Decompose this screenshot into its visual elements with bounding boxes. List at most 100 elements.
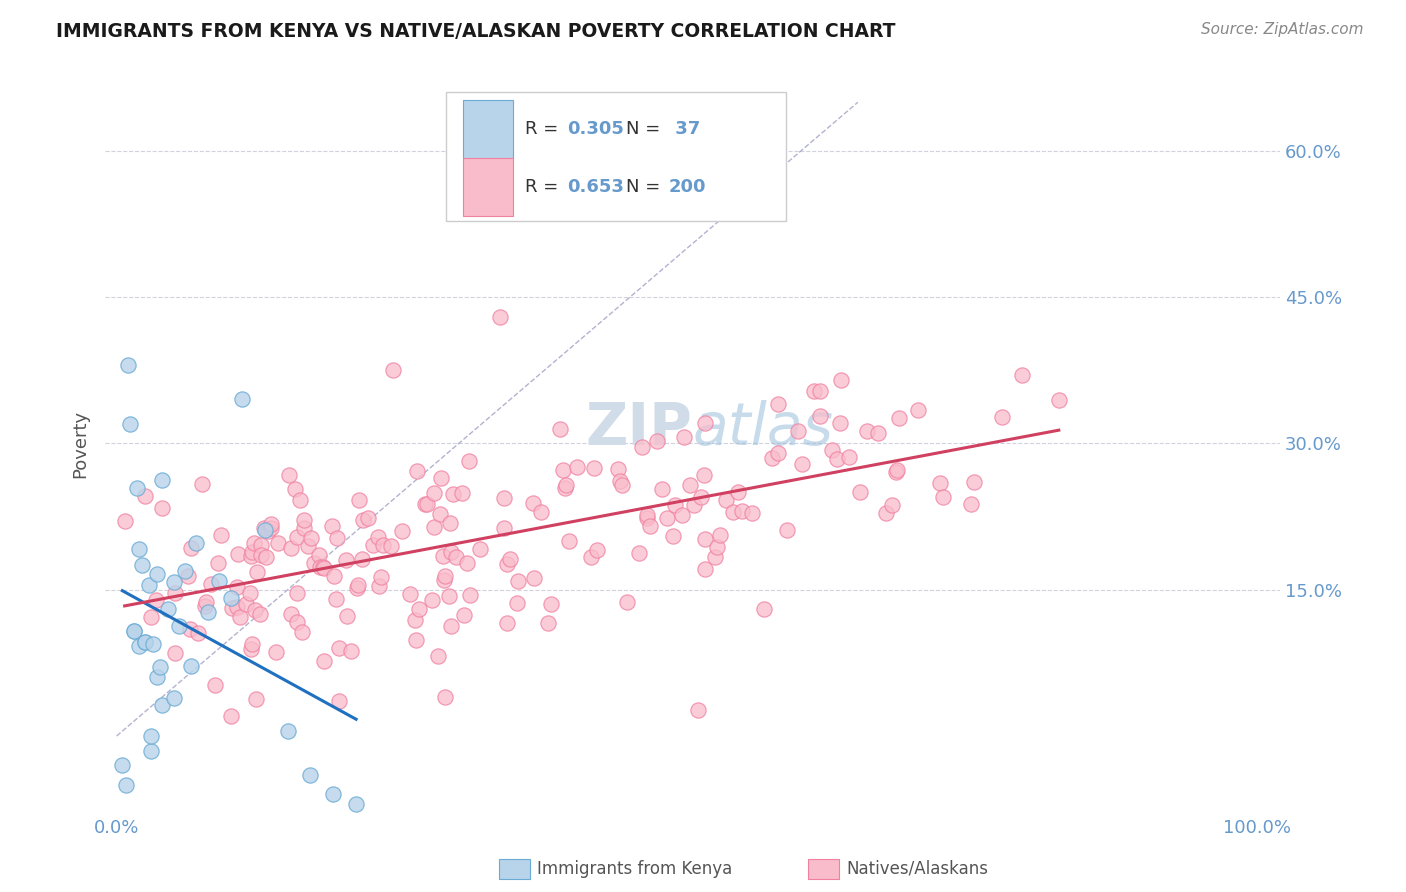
Y-axis label: Poverty: Poverty — [72, 409, 89, 477]
Point — [422, 519, 444, 533]
Point — [451, 486, 474, 500]
Point — [142, 637, 165, 651]
Point — [416, 497, 439, 511]
Point — [821, 443, 844, 458]
Point — [240, 641, 263, 656]
Text: 0.653: 0.653 — [567, 178, 624, 196]
Text: N =: N = — [626, 120, 659, 138]
Text: 200: 200 — [669, 178, 707, 196]
Point — [311, 560, 333, 574]
Point — [709, 528, 731, 542]
Point — [134, 635, 156, 649]
Point — [221, 601, 243, 615]
Point — [336, 609, 359, 624]
Point — [695, 416, 717, 430]
Point — [616, 595, 638, 609]
Point — [314, 561, 336, 575]
Point — [163, 586, 186, 600]
Point — [200, 577, 222, 591]
Point — [340, 644, 363, 658]
Point — [553, 463, 575, 477]
Point — [352, 513, 374, 527]
Point — [243, 536, 266, 550]
Point — [838, 450, 860, 465]
Point — [886, 463, 908, 477]
Point — [413, 498, 436, 512]
Point — [325, 592, 347, 607]
Point — [267, 536, 290, 550]
Point — [344, 797, 367, 812]
Point — [260, 516, 283, 531]
Point — [523, 571, 546, 585]
Point — [308, 548, 330, 562]
Point — [226, 547, 249, 561]
Point — [138, 577, 160, 591]
Point — [693, 468, 716, 483]
Point — [278, 467, 301, 482]
Point — [299, 768, 322, 782]
Point — [180, 541, 202, 556]
Point — [766, 446, 789, 460]
Point — [522, 496, 544, 510]
Point — [550, 422, 572, 436]
Point — [149, 660, 172, 674]
Point — [808, 384, 831, 399]
Point — [285, 586, 308, 600]
Point — [111, 758, 134, 772]
Point — [406, 464, 429, 478]
Point — [245, 691, 267, 706]
Point — [689, 490, 711, 504]
Point — [150, 698, 173, 712]
Point — [506, 596, 529, 610]
Point — [432, 549, 454, 564]
FancyBboxPatch shape — [464, 100, 513, 159]
Point — [830, 373, 852, 387]
Point — [165, 646, 187, 660]
Point — [638, 519, 661, 533]
Point — [209, 528, 232, 542]
Point — [150, 473, 173, 487]
Point — [456, 557, 478, 571]
Point — [169, 619, 191, 633]
Point — [367, 530, 389, 544]
Point — [496, 557, 519, 571]
Point — [508, 574, 530, 588]
Point — [664, 498, 686, 512]
Point — [264, 645, 287, 659]
Point — [139, 730, 162, 744]
Text: Source: ZipAtlas.com: Source: ZipAtlas.com — [1201, 22, 1364, 37]
Point — [347, 493, 370, 508]
Point — [606, 462, 628, 476]
Point — [134, 489, 156, 503]
Point — [204, 678, 226, 692]
Point — [292, 512, 315, 526]
Point — [197, 605, 219, 619]
Point — [252, 521, 274, 535]
Point — [219, 709, 242, 723]
Point — [655, 510, 678, 524]
Point — [225, 580, 247, 594]
Point — [679, 478, 702, 492]
Point — [630, 440, 652, 454]
Point — [346, 581, 368, 595]
Point — [280, 607, 302, 622]
Point — [120, 417, 142, 431]
Point — [180, 659, 202, 673]
Point — [253, 523, 276, 537]
Point — [766, 397, 789, 411]
Point — [285, 615, 308, 630]
Point — [686, 703, 709, 717]
Point — [875, 506, 897, 520]
Point — [489, 310, 512, 324]
Point — [207, 556, 229, 570]
Point — [803, 384, 825, 398]
Point — [470, 541, 492, 556]
Point — [322, 788, 344, 802]
Point — [586, 542, 609, 557]
Point — [370, 570, 392, 584]
Point — [427, 649, 450, 664]
Point — [335, 553, 357, 567]
Point — [706, 540, 728, 554]
Point — [156, 601, 179, 615]
FancyBboxPatch shape — [446, 92, 786, 221]
